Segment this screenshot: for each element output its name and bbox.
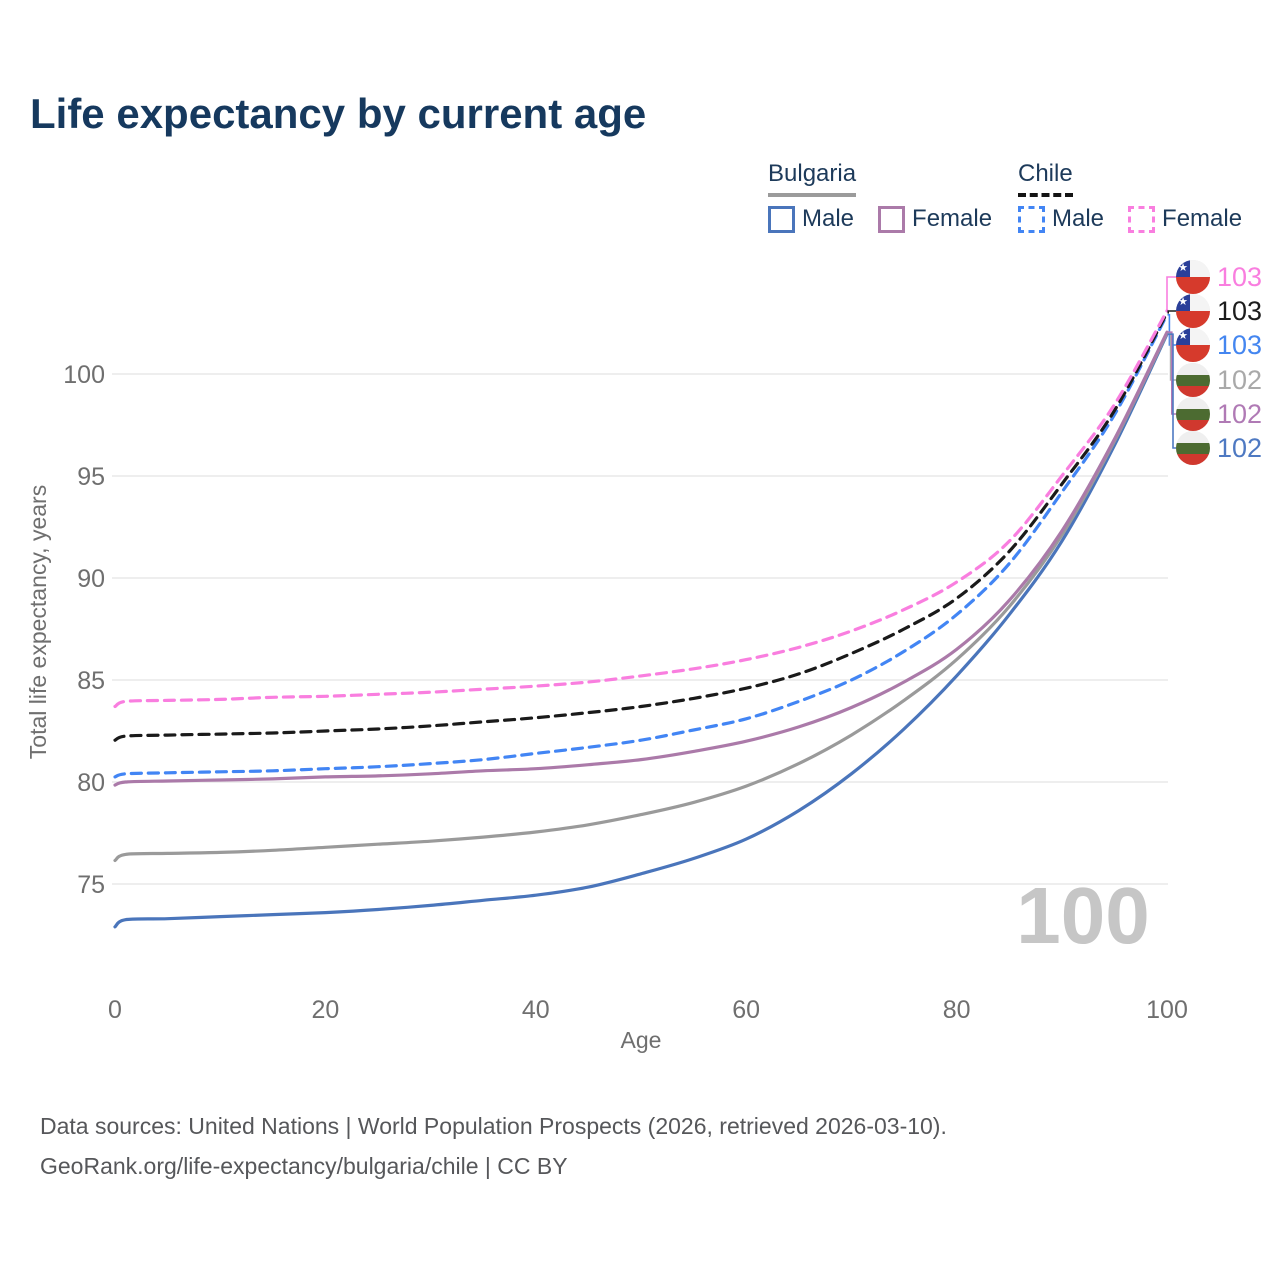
- chile-flag-icon: ★: [1176, 328, 1210, 362]
- legend-items-chile: Male Female: [1018, 205, 1242, 233]
- end-label-value: 102: [1217, 433, 1263, 463]
- legend-group-bulgaria: Bulgaria Male Female: [768, 160, 992, 233]
- end-label-value: 103: [1217, 330, 1263, 360]
- legend-item-chile-male[interactable]: Male: [1018, 205, 1104, 233]
- chile-flag-icon: ★: [1176, 294, 1210, 328]
- bulgaria-flag-icon: [1176, 363, 1210, 397]
- legend-label: Female: [912, 205, 993, 232]
- series-line-bulgaria-male[interactable]: [113, 332, 1169, 929]
- end-label-value: 102: [1217, 365, 1263, 395]
- bulgaria-flag-icon: [1176, 397, 1210, 431]
- end-label-connector: [1167, 333, 1176, 449]
- end-label-row: 102: [1176, 431, 1262, 465]
- y-tick-label: 90: [77, 565, 105, 593]
- x-tick-label: 100: [1146, 996, 1188, 1024]
- y-tick-label: 75: [77, 871, 105, 899]
- series-line-chile-male[interactable]: [113, 313, 1169, 779]
- end-label-connector: [1166, 276, 1176, 312]
- legend-items-bulgaria: Male Female: [768, 205, 992, 233]
- bulgaria-male-swatch-icon: [768, 205, 795, 233]
- bulgaria-female-swatch-icon: [878, 205, 906, 233]
- end-label-row: ★ 103: [1176, 328, 1262, 362]
- x-tick-label: 20: [311, 996, 339, 1024]
- legend-item-bulgaria-male[interactable]: Male: [768, 205, 854, 233]
- chile-flag-icon: ★: [1176, 260, 1210, 294]
- series-line-bulgaria-all[interactable]: [113, 331, 1169, 863]
- x-tick-label: 40: [522, 996, 550, 1024]
- end-label-row: ★ 103: [1176, 294, 1262, 328]
- end-label-row: 102: [1176, 363, 1262, 397]
- legend-label: Male: [802, 205, 855, 232]
- page-title: Life expectancy by current age: [30, 90, 647, 137]
- y-axis-title: Total life expectancy, years: [25, 485, 51, 759]
- legend-label: Female: [1162, 205, 1243, 232]
- legend-item-chile-female[interactable]: Female: [1128, 205, 1242, 233]
- series-line-chile-female[interactable]: [113, 309, 1169, 709]
- y-tick-label: 85: [77, 667, 105, 695]
- bulgaria-flag-icon: [1176, 431, 1210, 465]
- chile-male-swatch-icon: [1018, 205, 1045, 233]
- chile-female-swatch-icon: [1128, 205, 1156, 233]
- watermark-age: 100: [1016, 871, 1149, 960]
- legend-group-title-bulgaria[interactable]: Bulgaria: [768, 160, 857, 197]
- end-label-row: 102: [1176, 397, 1262, 431]
- y-tick-label: 80: [77, 769, 105, 797]
- end-label-row: ★ 103: [1176, 260, 1262, 294]
- x-tick-label: 60: [732, 996, 760, 1024]
- series-line-chile-all[interactable]: [113, 311, 1169, 742]
- legend-group-chile: Chile Male Female: [1018, 160, 1242, 233]
- footer: Data sources: United Nations | World Pop…: [40, 1106, 947, 1186]
- end-label-value: 103: [1217, 296, 1263, 326]
- series-line-bulgaria-female[interactable]: [113, 330, 1169, 787]
- legend-item-bulgaria-female[interactable]: Female: [878, 205, 992, 233]
- x-axis-title: Age: [621, 1027, 662, 1053]
- end-label-value: 102: [1217, 399, 1263, 429]
- end-label-value: 103: [1217, 262, 1263, 292]
- legend-group-title-chile[interactable]: Chile: [1018, 160, 1073, 197]
- footer-sources: Data sources: United Nations | World Pop…: [40, 1113, 947, 1139]
- end-label-connector: [1167, 310, 1176, 314]
- x-tick-label: 80: [943, 996, 971, 1024]
- y-tick-label: 95: [77, 463, 105, 491]
- x-tick-label: 0: [108, 996, 122, 1024]
- footer-attribution[interactable]: GeoRank.org/life-expectancy/bulgaria/chi…: [40, 1153, 568, 1179]
- end-label-connector: [1167, 331, 1176, 415]
- legend-label: Male: [1052, 205, 1105, 232]
- y-tick-label: 100: [63, 361, 105, 389]
